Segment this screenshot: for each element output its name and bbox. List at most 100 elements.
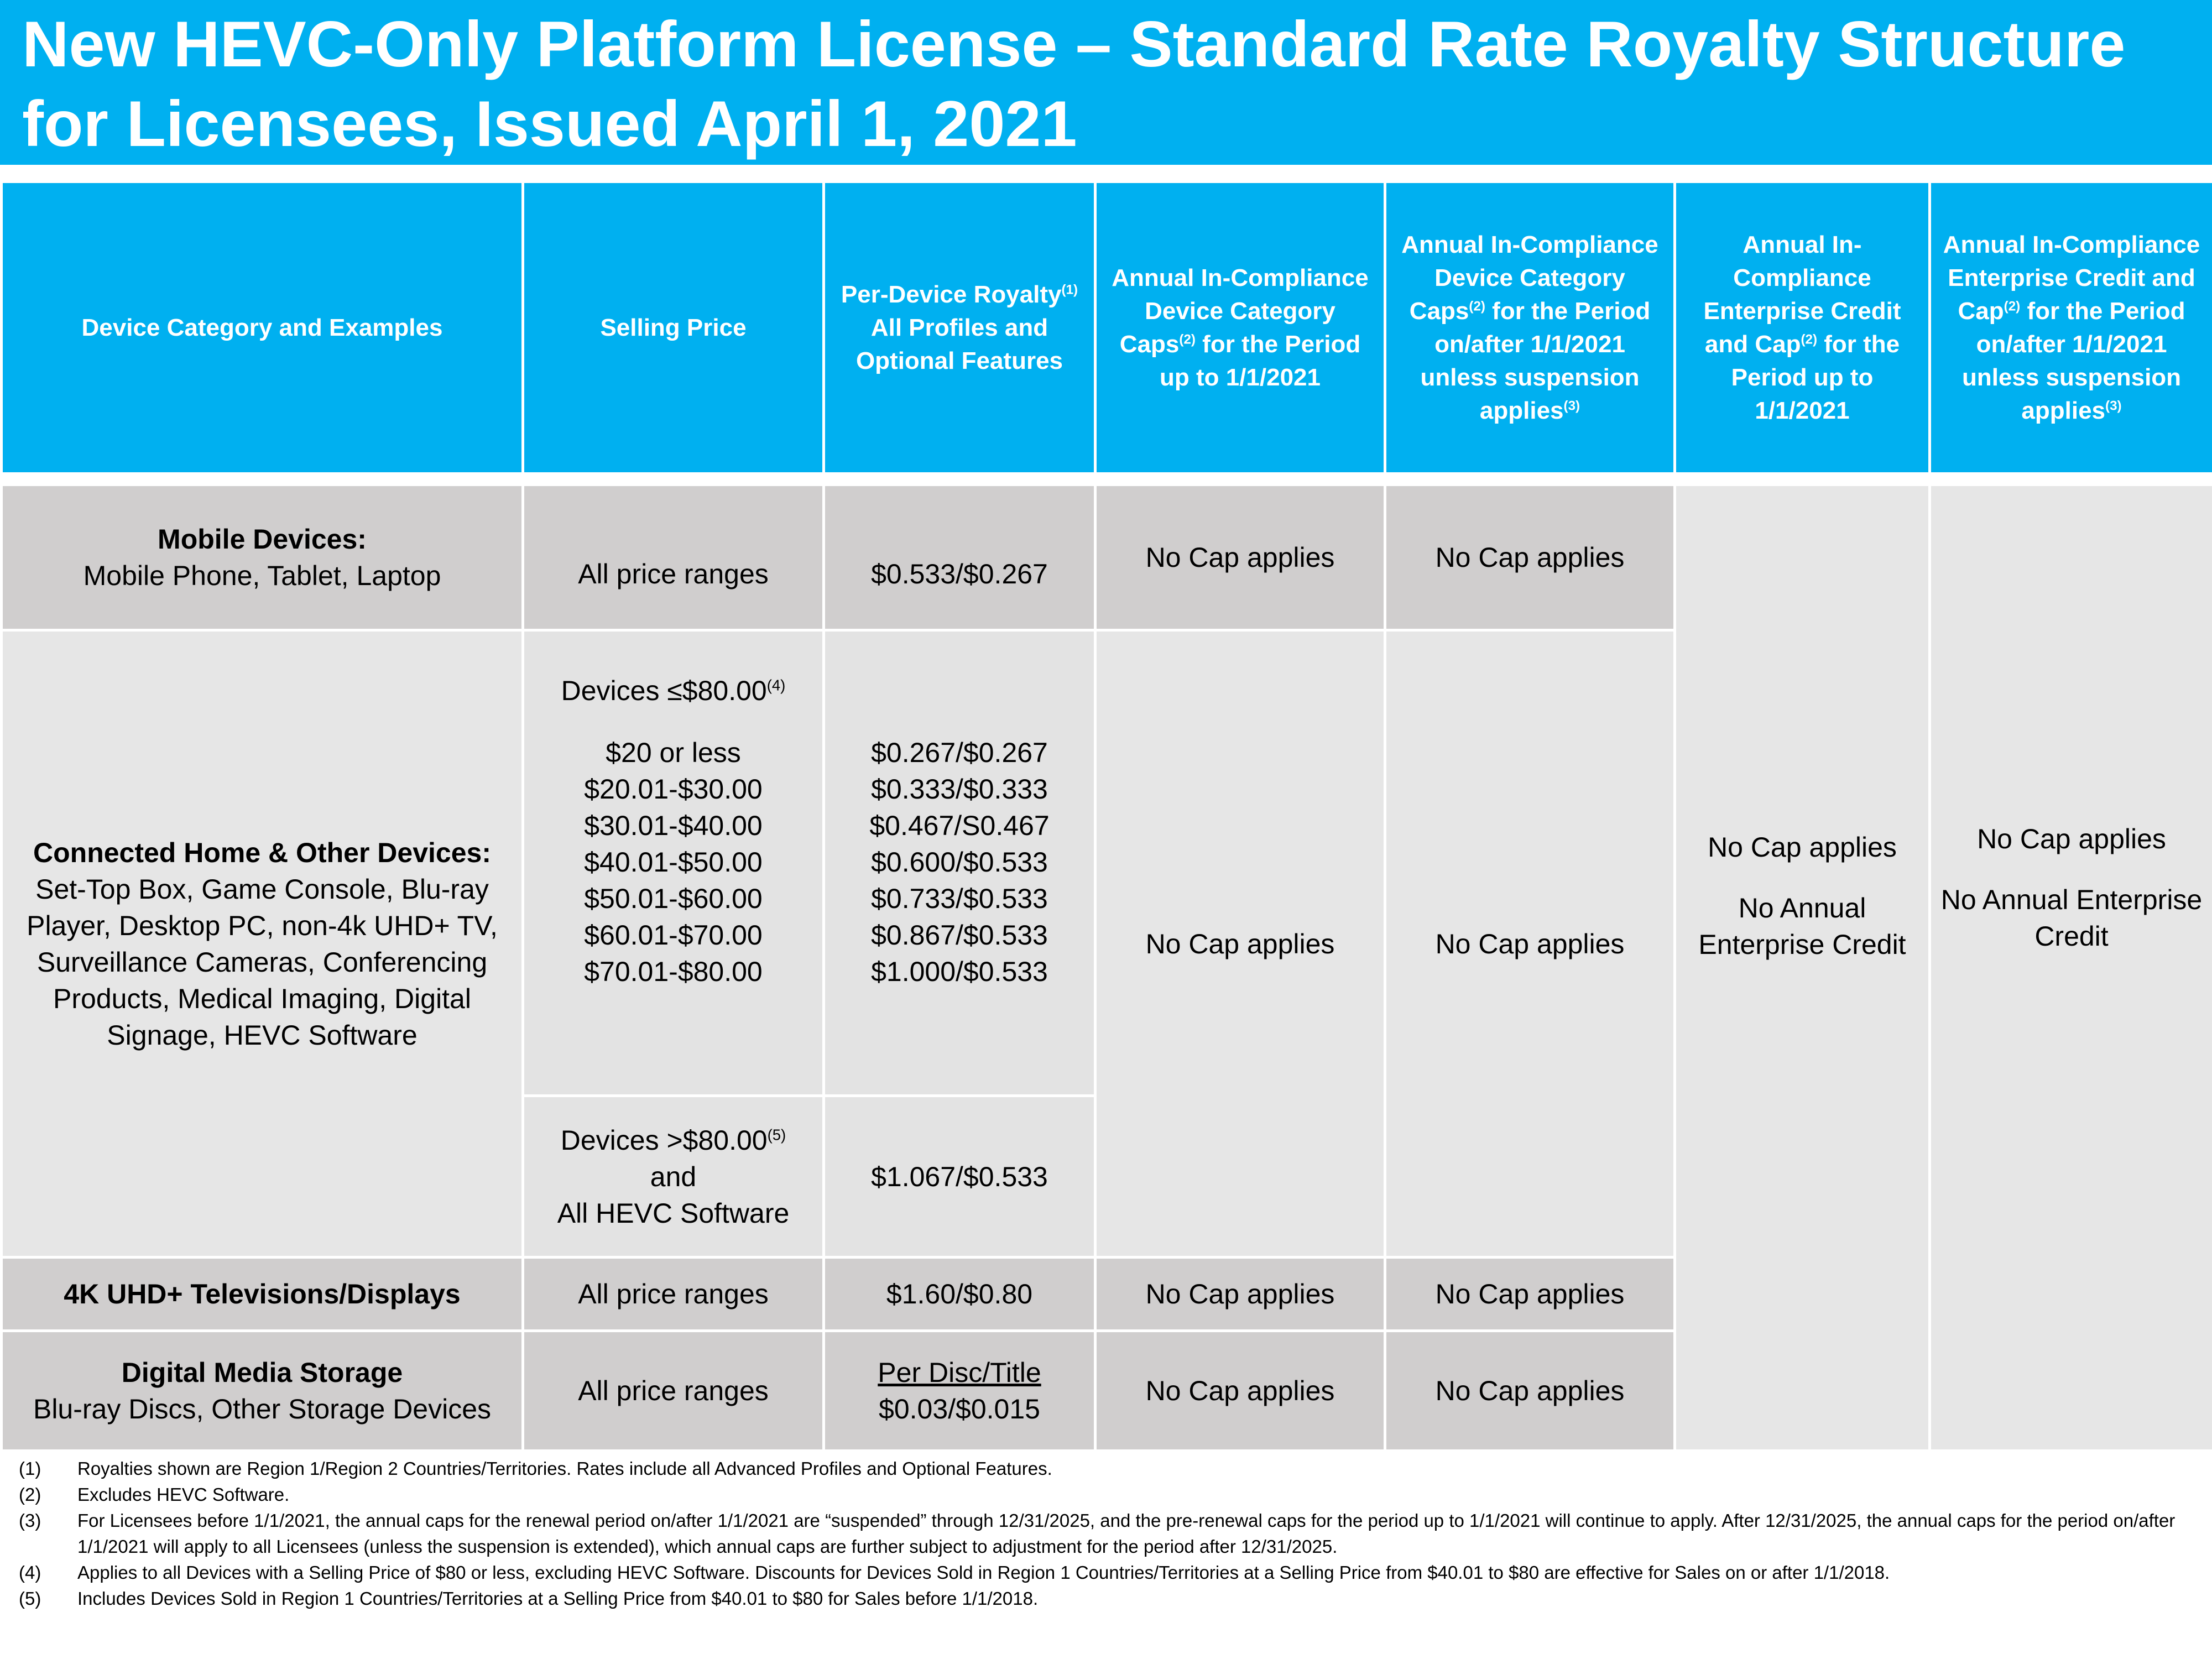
table-row-connected-home: Connected Home & Other Devices: Set-Top B… [0,629,2212,1259]
uhd-price: All price ranges [521,1256,825,1332]
footnote-ref-5: (5) [767,1125,786,1143]
footnote-item: (2) Excludes HEVC Software. [19,1481,2198,1507]
header-royalty-line1: Per-Device Royalty [841,280,1062,308]
footnote-item: (3) For Licensees before 1/1/2021, the an… [19,1507,2198,1559]
connected-home-category-examples: Set-Top Box, Game Console, Blu-ray Playe… [27,873,498,1051]
mobile-category-cell: Mobile Devices: Mobile Phone, Tablet, Lap… [0,483,524,632]
header-device-cap-post-text: Annual In-Compliance Device Category Cap… [1401,231,1658,325]
royalty-tier: $0.267/$0.267 [871,737,1048,768]
footnote-ref-4: (4) [766,676,786,694]
royalty-table: Device Category and Examples Selling Pri… [0,180,2212,1452]
footnote-number: (3) [19,1510,41,1531]
connected-home-price-tiers: Devices ≤$80.00(4) $20 or less $20.01-$3… [521,629,825,1097]
royalty-tier: $0.867/$0.533 [871,920,1048,951]
mobile-cap-post: No Cap applies [1384,483,1676,632]
low-price-heading: Devices ≤$80.00(4) [532,672,815,709]
high-price-heading: Devices >$80.00(5) [532,1122,815,1159]
storage-royalty-unit: Per Disc/Title [878,1357,1041,1388]
footnote-text: Applies to all Devices with a Selling Pr… [77,1562,1890,1583]
connected-home-category-title: Connected Home & Other Devices: [33,837,491,868]
table-row-uhd: 4K UHD+ Televisions/Displays All price r… [0,1256,2212,1332]
royalty-tier: $1.000/$0.533 [871,956,1048,987]
storage-price: All price ranges [521,1329,825,1452]
header-row: Device Category and Examples Selling Pri… [0,180,2212,475]
price-tier: $30.01-$40.00 [584,810,763,841]
storage-category-examples: Blu-ray Discs, Other Storage Devices [33,1394,492,1425]
storage-royalty-cell: Per Disc/Title $0.03/$0.015 [822,1329,1097,1452]
footnote-number: (1) [19,1458,41,1479]
royalty-tier: $0.600/$0.533 [871,847,1048,878]
header-device-cap-pre: Annual In-Compliance Device Category Cap… [1094,180,1386,475]
low-price-heading-text: Devices ≤$80.00 [561,675,767,706]
footnote-ref-2: (2) [1179,331,1196,347]
storage-royalty: $0.03/$0.015 [879,1394,1040,1425]
footnotes: (1) Royalties shown are Region 1/Region 2… [19,1455,2198,1611]
header-device-cap-pre-period: for the Period up to 1/1/2021 [1159,330,1361,391]
royalty-tier: $0.467/S0.467 [869,810,1050,841]
footnote-ref-2: (2) [2004,298,2021,314]
footnote-item: (1) Royalties shown are Region 1/Region 2… [19,1455,2198,1481]
uhd-cap-post: No Cap applies [1384,1256,1676,1332]
mobile-category-title: Mobile Devices: [158,524,367,555]
connected-home-cap-pre: No Cap applies [1094,629,1386,1259]
enterprise-post-cell: No Cap applies No Annual Enterprise Credi… [1928,483,2212,1452]
header-selling-price: Selling Price [521,180,825,475]
header-enterprise-pre-period: for the Period up to 1/1/2021 [1731,330,1900,424]
header-device-cap-post-period: for the Period on/after 1/1/2021 unless … [1420,297,1651,424]
enterprise-pre-credit: No Annual Enterprise Credit [1698,893,1906,960]
price-tier: $50.01-$60.00 [584,883,763,914]
footnote-text: Includes Devices Sold in Region 1 Countr… [77,1588,1039,1609]
royalty-tier: $0.333/$0.333 [871,774,1048,805]
footnote-item: (5) Includes Devices Sold in Region 1 Cou… [19,1585,2198,1611]
price-tier: $60.01-$70.00 [584,920,763,951]
header-enterprise-post: Annual In-Compliance Enterprise Credit a… [1928,180,2212,475]
header-device-cap-pre-text: Annual In-Compliance Device Category Cap… [1112,264,1369,358]
footnote-ref-3: (3) [1563,398,1580,413]
uhd-category-cell: 4K UHD+ Televisions/Displays [0,1256,524,1332]
mobile-cap-pre: No Cap applies [1094,483,1386,632]
uhd-cap-pre: No Cap applies [1094,1256,1386,1332]
connected-home-category-cell: Connected Home & Other Devices: Set-Top B… [0,629,524,1259]
high-price-and: and [650,1161,697,1192]
footnote-ref-3: (3) [2105,398,2122,413]
header-enterprise-post-period: for the Period on/after 1/1/2021 unless … [1961,297,2185,424]
header-device-category: Device Category and Examples [0,180,524,475]
high-price-heading-text: Devices >$80.00 [560,1124,768,1156]
footnote-number: (4) [19,1562,41,1583]
enterprise-post-cap: No Cap applies [1977,823,2166,854]
high-price-cell: Devices >$80.00(5) and All HEVC Software [521,1094,825,1259]
header-royalty-line2: All Profiles and Optional Features [855,314,1063,374]
footnote-number: (5) [19,1588,41,1609]
table-row-storage: Digital Media Storage Blu-ray Discs, Othe… [0,1329,2212,1452]
royalty-tier: $0.733/$0.533 [871,883,1048,914]
table-row-mobile: Mobile Devices: Mobile Phone, Tablet, Lap… [0,483,2212,1452]
header-device-cap-post: Annual In-Compliance Device Category Cap… [1384,180,1676,475]
header-enterprise-pre: Annual In-Compliance Enterprise Credit a… [1673,180,1931,475]
enterprise-post-credit: No Annual Enterprise Credit [1940,884,2203,952]
uhd-royalty: $1.60/$0.80 [822,1256,1097,1332]
price-tier: $20 or less [606,737,741,768]
enterprise-pre-cap: No Cap applies [1708,832,1897,863]
table-row-connected-home-high: Devices >$80.00(5) and All HEVC Software $… [2,1094,2212,1259]
header-enterprise-post-text: Annual In-Compliance Enterprise Credit a… [1943,231,2200,325]
footnote-ref-2: (2) [1469,298,1485,314]
connected-home-cap-post: No Cap applies [1384,629,1676,1259]
connected-home-royalty-tiers: $0.267/$0.267 $0.333/$0.333 $0.467/S0.46… [822,629,1097,1097]
price-tier: $40.01-$50.00 [584,847,763,878]
high-price-royalty: $1.067/$0.533 [822,1094,1097,1259]
storage-cap-pre: No Cap applies [1094,1329,1386,1452]
footnote-ref-2: (2) [1801,331,1818,347]
footnote-ref-1: (1) [1061,281,1078,297]
header-per-device-royalty: Per-Device Royalty(1) All Profiles and Op… [822,180,1097,475]
price-tier: $20.01-$30.00 [584,774,763,805]
storage-category-cell: Digital Media Storage Blu-ray Discs, Othe… [0,1329,524,1452]
footnote-text: For Licensees before 1/1/2021, the annua… [77,1510,2176,1557]
footnote-number: (2) [19,1484,41,1505]
enterprise-pre-cell: No Cap applies No Annual Enterprise Credi… [1673,483,1931,1452]
mobile-royalty: $0.533/$0.267 [822,483,1097,632]
storage-cap-post: No Cap applies [1384,1329,1676,1452]
title-bar: New HEVC-Only Platform License – Standar… [0,0,2212,165]
mobile-category-examples: Mobile Phone, Tablet, Laptop [83,560,441,591]
footnote-text: Royalties shown are Region 1/Region 2 Co… [77,1458,1052,1479]
storage-category-title: Digital Media Storage [121,1357,403,1388]
